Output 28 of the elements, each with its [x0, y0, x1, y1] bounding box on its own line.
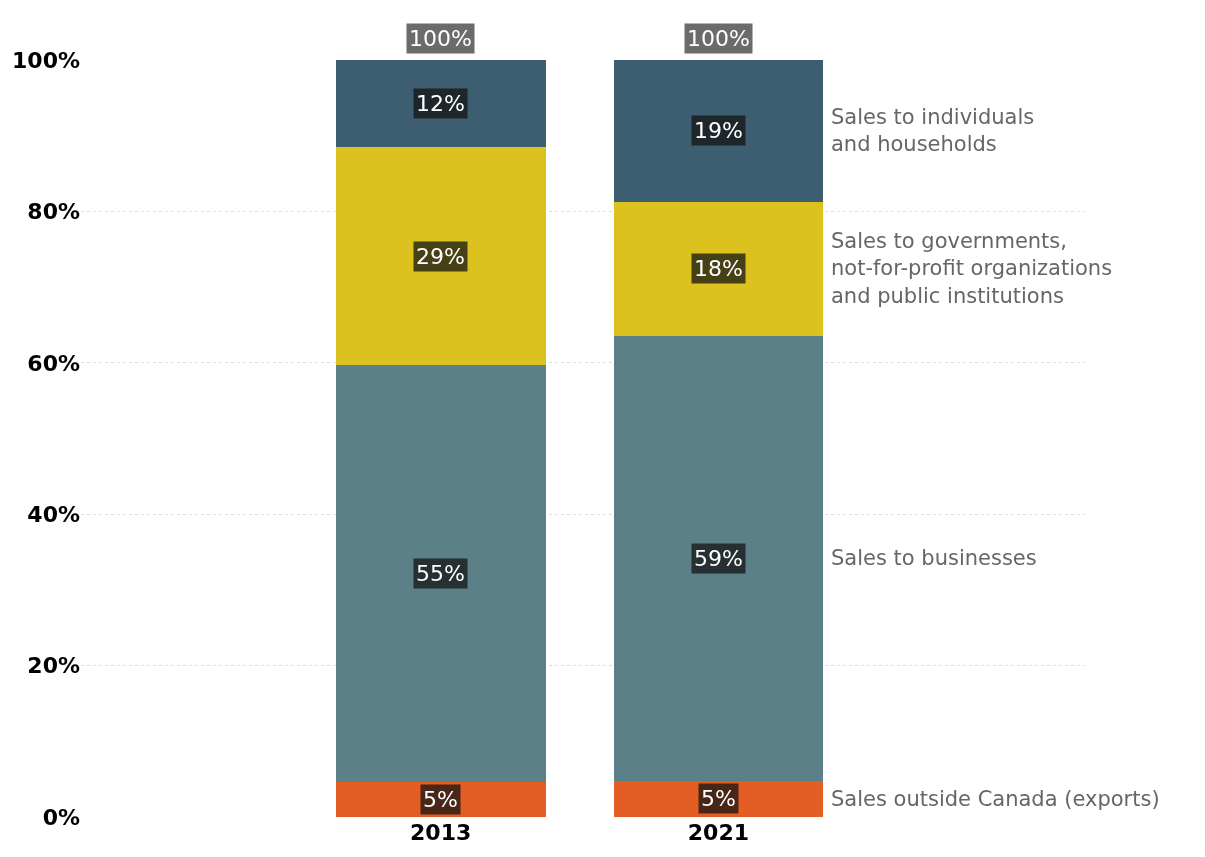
- data-label: 18%: [694, 256, 743, 281]
- series-label: Sales to businesses: [831, 546, 1037, 570]
- y-tick-label: 20%: [27, 653, 80, 679]
- total-label: 100%: [687, 26, 750, 51]
- bar: [335, 365, 546, 783]
- x-tick-label: 2021: [687, 820, 750, 845]
- bar: [335, 147, 546, 366]
- data-label: 12%: [416, 91, 465, 116]
- data-label: 5%: [701, 786, 736, 811]
- bar: [335, 60, 546, 148]
- y-tick-label: 0%: [42, 804, 80, 830]
- bar: [613, 201, 824, 337]
- y-tick-label: 60%: [27, 350, 80, 376]
- series-label: Sales to governments, not-for-profit organizations and public institutions: [831, 229, 1113, 308]
- bar: [613, 60, 824, 202]
- x-tick-label: 2013: [410, 820, 472, 845]
- y-tick-label: 100%: [12, 47, 80, 73]
- data-label: 5%: [423, 787, 458, 812]
- data-label: 59%: [694, 546, 743, 571]
- total-label: 100%: [409, 26, 472, 51]
- data-label: 29%: [416, 244, 465, 269]
- series-label: Sales to individuals and households: [831, 105, 1035, 157]
- bar: [613, 336, 824, 781]
- data-label: 55%: [416, 561, 465, 586]
- series-label: Sales outside Canada (exports): [831, 787, 1160, 811]
- y-tick-label: 80%: [27, 199, 80, 225]
- data-label: 19%: [694, 118, 743, 143]
- y-tick-label: 40%: [27, 501, 80, 527]
